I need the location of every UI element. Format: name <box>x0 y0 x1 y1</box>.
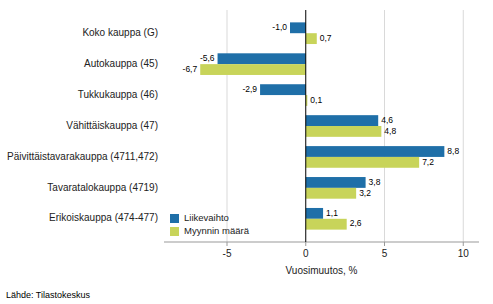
data-label: 7,2 <box>422 157 434 167</box>
bar <box>290 22 306 33</box>
zero-line <box>305 10 306 242</box>
data-labels: 1,1 3,8 8,8 4,6 -2,9 -5,6 -1,0 2,6 3,2 7,2 4,8 0,1 -… <box>183 22 460 228</box>
legend: Liikevaihto Myynnin määrä <box>170 212 250 236</box>
tick-label: 0 <box>303 248 309 259</box>
bar <box>306 33 317 44</box>
tick-mark <box>463 242 464 246</box>
bar <box>218 53 306 64</box>
tick-label: -5 <box>223 248 232 259</box>
category-label: Tavaratalokauppa (4719) <box>47 182 158 193</box>
grid <box>227 10 463 242</box>
x-axis-title: Vuosimuutos, % <box>286 265 358 276</box>
category-label: Päivittäistavarakauppa (4711,472) <box>7 151 158 162</box>
category-label: Tukkukauppa (46) <box>78 89 158 100</box>
bar <box>200 64 306 75</box>
grid-line <box>227 10 228 242</box>
data-label: 0,1 <box>310 95 322 105</box>
tick-label: 10 <box>458 248 470 259</box>
data-label: -2,9 <box>242 84 257 94</box>
bar <box>260 84 306 95</box>
y-axis-labels: Erikoiskauppa (474-477) Tavaratalokauppa … <box>7 27 158 224</box>
bar <box>306 208 323 219</box>
bar <box>306 219 347 230</box>
x-axis-line <box>164 242 479 243</box>
legend-swatch <box>170 227 179 236</box>
bar <box>306 146 445 157</box>
tick-label: 5 <box>382 248 388 259</box>
bar <box>306 126 382 137</box>
category-label: Koko kauppa (G) <box>82 27 158 38</box>
chart-svg: Erikoiskauppa (474-477) Tavaratalokauppa … <box>0 0 493 304</box>
legend-label: Myynnin määrä <box>184 225 250 236</box>
tick-mark <box>305 242 306 246</box>
data-label: 3,2 <box>359 188 371 198</box>
tick-mark <box>227 242 228 246</box>
bars <box>200 22 444 229</box>
data-label: 4,8 <box>384 126 396 136</box>
data-label: 2,6 <box>350 218 362 228</box>
chart-container: Erikoiskauppa (474-477) Tavaratalokauppa … <box>0 0 493 304</box>
category-label: Erikoiskauppa (474-477) <box>49 212 158 223</box>
data-label: 0,7 <box>320 33 332 43</box>
data-label: -6,7 <box>183 64 198 74</box>
legend-swatch <box>170 214 179 223</box>
bar <box>306 157 419 168</box>
grid-line <box>463 10 464 242</box>
category-label: Autokauppa (45) <box>84 58 158 69</box>
bar <box>306 177 366 188</box>
legend-label: Liikevaihto <box>184 212 229 223</box>
source: Lähde: Tilastokeskus <box>6 290 91 300</box>
data-label: -5,6 <box>200 53 215 63</box>
tick-mark <box>384 242 385 246</box>
data-label: 8,8 <box>447 146 459 156</box>
x-axis: -5 0 5 10 <box>164 242 479 259</box>
data-label: 4,6 <box>381 115 393 125</box>
data-label: 1,1 <box>326 208 338 218</box>
category-label: Vähittäiskauppa (47) <box>66 120 158 131</box>
data-label: -1,0 <box>272 22 287 32</box>
bar <box>306 188 356 199</box>
bar <box>306 115 378 126</box>
background <box>0 0 493 304</box>
data-label: 3,8 <box>369 177 381 187</box>
